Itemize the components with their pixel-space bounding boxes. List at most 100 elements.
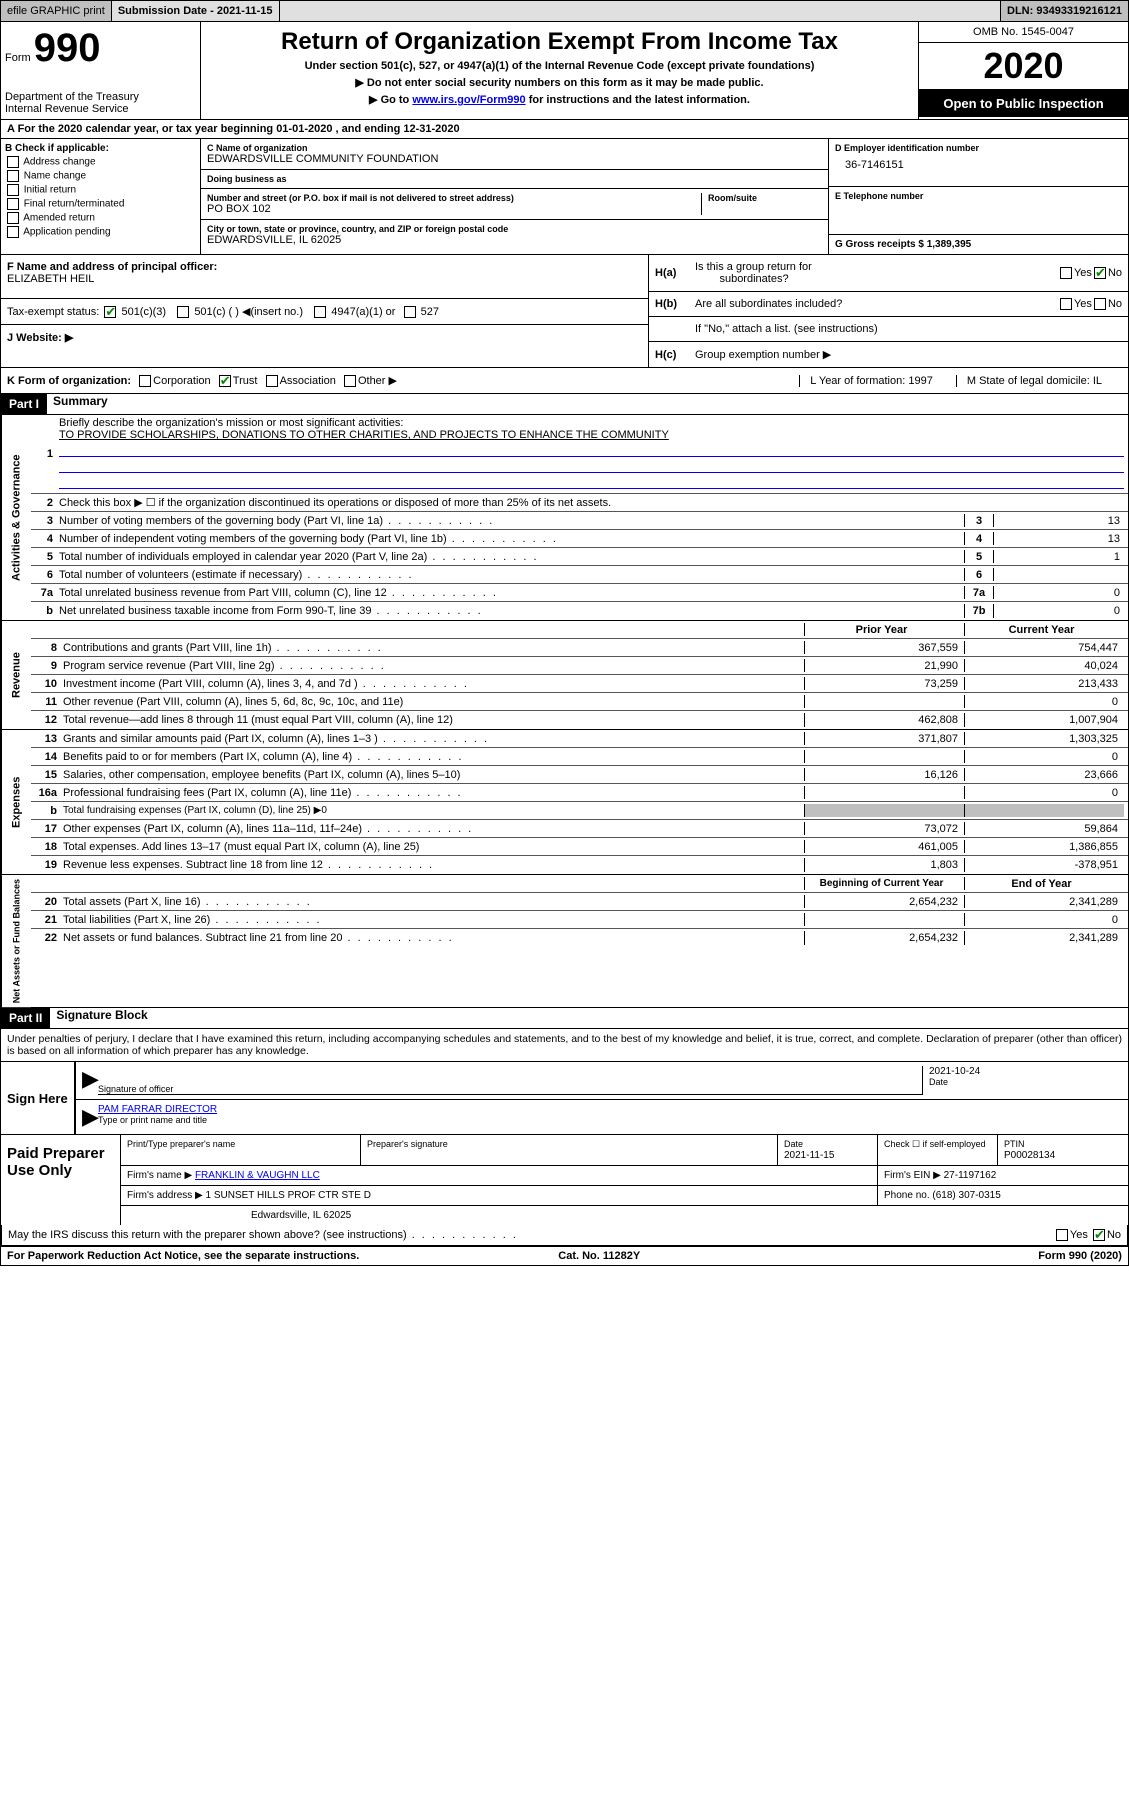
sig-date-value: 2021-10-24: [929, 1066, 1122, 1077]
rev-line-12: 12Total revenue—add lines 8 through 11 (…: [31, 711, 1128, 729]
discuss-yes[interactable]: [1056, 1229, 1068, 1241]
sig-name-link[interactable]: PAM FARRAR DIRECTOR: [98, 1104, 217, 1115]
line7a-val: 0: [994, 586, 1124, 599]
cb-527[interactable]: [404, 306, 416, 318]
hc-label: Group exemption number ▶: [695, 348, 831, 361]
footer-mid: Cat. No. 11282Y: [558, 1250, 640, 1262]
rev-line-11: 11Other revenue (Part VIII, column (A), …: [31, 693, 1128, 711]
ha-no[interactable]: [1094, 267, 1106, 279]
phone-label: E Telephone number: [835, 191, 1122, 201]
side-label-gov: Activities & Governance: [1, 415, 31, 620]
cb-501c[interactable]: [177, 306, 189, 318]
org-name: EDWARDSVILLE COMMUNITY FOUNDATION: [207, 153, 822, 165]
hb-no[interactable]: [1094, 298, 1106, 310]
exp-line-13: 13Grants and similar amounts paid (Part …: [31, 730, 1128, 748]
mission-value: TO PROVIDE SCHOLARSHIPS, DONATIONS TO OT…: [59, 429, 669, 441]
cb-final-return[interactable]: Final return/terminated: [5, 198, 196, 210]
exp-line-17: 17Other expenses (Part IX, column (A), l…: [31, 820, 1128, 838]
part1-header-row: Part I Summary: [0, 394, 1129, 415]
cb-501c3[interactable]: [104, 306, 116, 318]
form990-link[interactable]: www.irs.gov/Form990: [412, 94, 525, 106]
state-domicile: M State of legal domicile: IL: [956, 375, 1102, 387]
top-bar: efile GRAPHIC print Submission Date - 20…: [0, 0, 1129, 22]
tax-exempt-label: Tax-exempt status:: [7, 306, 99, 318]
inspection-label: Open to Public Inspection: [919, 90, 1128, 117]
sig-officer-label: Signature of officer: [98, 1084, 922, 1095]
line7b-text: Net unrelated business taxable income fr…: [59, 605, 964, 617]
cb-4947[interactable]: [314, 306, 326, 318]
street-value: PO BOX 102: [207, 203, 695, 215]
line5-val: 1: [994, 550, 1124, 563]
cb-trust[interactable]: [219, 375, 231, 387]
exp-line-15: 15Salaries, other compensation, employee…: [31, 766, 1128, 784]
hb-yes[interactable]: [1060, 298, 1072, 310]
gross-receipts: G Gross receipts $ 1,389,395: [835, 239, 1122, 250]
cb-assoc[interactable]: [266, 375, 278, 387]
dln-label: DLN: 93493319216121: [1001, 1, 1128, 21]
line2-text: Check this box ▶ ☐ if the organization d…: [59, 496, 1124, 509]
firm-addr1: 1 SUNSET HILLS PROF CTR STE D: [206, 1190, 371, 1201]
cb-address-change[interactable]: Address change: [5, 156, 196, 168]
form-header: Form 990 Department of the Treasury Inte…: [0, 22, 1129, 120]
prep-h1: Print/Type preparer's name: [127, 1139, 235, 1149]
exp-line-18: 18Total expenses. Add lines 13–17 (must …: [31, 838, 1128, 856]
firm-link[interactable]: FRANKLIN & VAUGHN LLC: [195, 1170, 320, 1181]
instr-2: Go to www.irs.gov/Form990 for instructio…: [207, 93, 912, 106]
rev-line-10: 10Investment income (Part VIII, column (…: [31, 675, 1128, 693]
dept-label: Department of the Treasury: [5, 91, 196, 103]
year-formation: L Year of formation: 1997: [810, 375, 933, 387]
tax-exempt-row: Tax-exempt status: 501(c)(3) 501(c) ( ) …: [1, 299, 648, 325]
hdr-prior: Prior Year: [804, 623, 964, 636]
box-b: B Check if applicable: Address change Na…: [1, 139, 201, 254]
org-name-label: C Name of organization: [207, 143, 822, 153]
section-bcdeg: B Check if applicable: Address change Na…: [0, 139, 1129, 255]
hdr-end: End of Year: [964, 877, 1124, 890]
cb-corp[interactable]: [139, 375, 151, 387]
form-number: 990: [34, 26, 101, 70]
cb-application-pending[interactable]: Application pending: [5, 226, 196, 238]
ha-yes[interactable]: [1060, 267, 1072, 279]
signature-block: Under penalties of perjury, I declare th…: [0, 1029, 1129, 1247]
officer-label: F Name and address of principal officer:: [7, 261, 217, 273]
cb-initial-return[interactable]: Initial return: [5, 184, 196, 196]
submission-date-button[interactable]: Submission Date - 2021-11-15: [112, 1, 280, 21]
prep-h2: Preparer's signature: [367, 1139, 448, 1149]
prep-label: Paid Preparer Use Only: [1, 1135, 121, 1225]
tax-year: 2020: [919, 43, 1128, 90]
discuss-no[interactable]: [1093, 1229, 1105, 1241]
net-assets-section: Net Assets or Fund Balances Beginning of…: [0, 875, 1129, 1008]
line5-text: Total number of individuals employed in …: [59, 551, 964, 563]
firm-ein: 27-1197162: [944, 1170, 997, 1181]
room-label: Room/suite: [708, 193, 822, 203]
line7b-val: 0: [994, 604, 1124, 618]
prep-date: 2021-11-15: [784, 1150, 834, 1161]
cb-name-change[interactable]: Name change: [5, 170, 196, 182]
mission-label: Briefly describe the organization's miss…: [59, 417, 403, 429]
hb-label: Are all subordinates included?: [695, 298, 1058, 310]
part2-title: Signature Block: [50, 1008, 147, 1028]
exp-line-14: 14Benefits paid to or for members (Part …: [31, 748, 1128, 766]
form-title: Return of Organization Exempt From Incom…: [207, 28, 912, 56]
section-fijh: F Name and address of principal officer:…: [0, 255, 1129, 368]
sig-name-label: Type or print name and title: [98, 1115, 1122, 1125]
instr-1: Do not enter social security numbers on …: [207, 76, 912, 89]
cb-amended-return[interactable]: Amended return: [5, 212, 196, 224]
paid-preparer-row: Paid Preparer Use Only Print/Type prepar…: [1, 1134, 1128, 1225]
revenue-section: Revenue Prior Year Current Year 8Contrib…: [0, 621, 1129, 730]
form-label: Form: [5, 52, 31, 64]
rev-line-9: 9Program service revenue (Part VIII, lin…: [31, 657, 1128, 675]
net-line-20: 20Total assets (Part X, line 16)2,654,23…: [31, 893, 1128, 911]
part2-header-row: Part II Signature Block: [0, 1008, 1129, 1029]
exp-line-16a: 16aProfessional fundraising fees (Part I…: [31, 784, 1128, 802]
sig-arrow-icon: ▶: [82, 1066, 98, 1095]
sign-here-label: Sign Here: [1, 1062, 76, 1134]
irs-label: Internal Revenue Service: [5, 103, 196, 115]
line4-text: Number of independent voting members of …: [59, 533, 964, 545]
cb-other[interactable]: [344, 375, 356, 387]
blank-button: [280, 1, 1002, 21]
prep-selfemp[interactable]: Check ☐ if self-employed: [884, 1139, 986, 1149]
hdr-curr: Current Year: [964, 623, 1124, 636]
side-label-net: Net Assets or Fund Balances: [1, 875, 31, 1007]
efile-label: efile GRAPHIC print: [1, 1, 112, 21]
net-line-21: 21Total liabilities (Part X, line 26)0: [31, 911, 1128, 929]
